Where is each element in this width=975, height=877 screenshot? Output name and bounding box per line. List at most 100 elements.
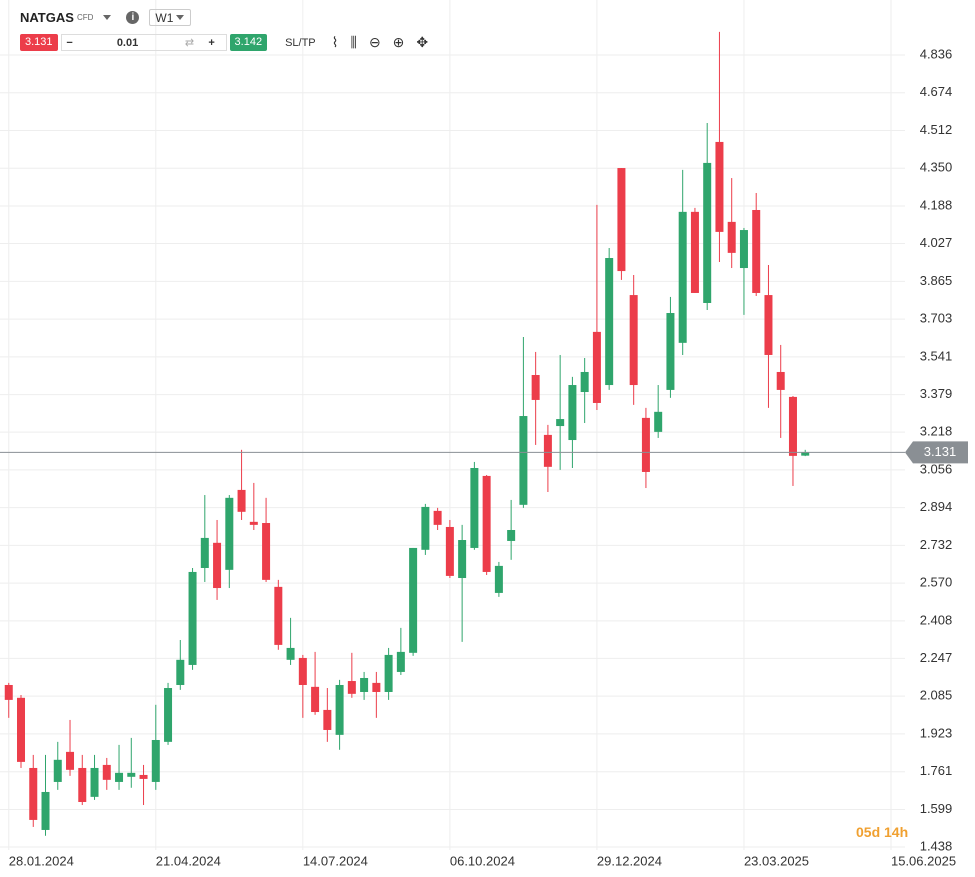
candle-icon[interactable]: ⫼ (350, 34, 357, 50)
y-tick-label: 2.732 (920, 537, 953, 552)
candle-body (188, 571, 197, 665)
candle-body (543, 434, 552, 467)
candle-body (641, 417, 650, 472)
candle-body (629, 295, 638, 386)
y-tick-label: 2.570 (920, 575, 953, 590)
candle-body (298, 657, 307, 685)
candle-body (605, 258, 614, 386)
candle-body (568, 385, 577, 441)
candle-body (127, 772, 136, 777)
y-tick-label: 2.894 (920, 499, 953, 514)
volume: 0.01 (116, 36, 139, 49)
candle-body (139, 774, 148, 779)
candle-body (90, 767, 99, 797)
candle-body (78, 767, 87, 802)
line-chart-icon[interactable]: ⌇ (331, 34, 339, 50)
candle-body (409, 547, 418, 653)
candle-body (801, 452, 810, 456)
candle-body (715, 141, 724, 232)
x-tick-label: 14.07.2024 (303, 853, 368, 868)
x-tick-label: 29.12.2024 (597, 853, 662, 868)
candle-body (249, 521, 258, 525)
timeframe-select[interactable]: W1 (149, 9, 192, 26)
y-tick-label: 2.408 (920, 612, 953, 627)
y-tick-label: 3.703 (920, 311, 953, 326)
candle-body (519, 416, 528, 505)
zoom-in-icon[interactable]: ⊕ (392, 34, 405, 50)
candle-body (580, 371, 589, 393)
candle-body (482, 475, 491, 572)
minus-button[interactable]: − (66, 36, 73, 49)
y-tick-label: 4.350 (920, 160, 953, 175)
candle-body (4, 684, 13, 700)
swap-icon[interactable]: ⇄ (184, 37, 195, 49)
candle-body (262, 523, 271, 580)
volume-input[interactable]: − 0.01 ⇄ + (60, 34, 227, 51)
y-tick-label: 3.218 (920, 424, 953, 439)
x-tick-label: 15.06.2025 (891, 853, 956, 868)
candle-body (592, 331, 601, 403)
symbol[interactable]: NATGAS (20, 10, 74, 25)
candle-body (372, 682, 381, 692)
candle-body (29, 767, 38, 820)
candle-body (66, 751, 75, 770)
instrument-type: CFD (76, 13, 94, 22)
timeframe: W1 (155, 10, 174, 25)
symbol-dropdown[interactable] (103, 15, 112, 20)
candle-body (556, 419, 565, 427)
buy-button[interactable]: 3.142 (229, 34, 268, 51)
candle-body (654, 411, 663, 432)
candle-body (213, 542, 222, 589)
timeframe-arrow (176, 15, 185, 20)
candle-body (311, 686, 320, 713)
zoom-out-icon[interactable]: ⊖ (368, 34, 381, 50)
candle-body (200, 537, 209, 568)
y-tick-label: 4.188 (920, 197, 953, 212)
move-icon[interactable]: ✥ (416, 34, 429, 50)
candle-body (286, 647, 295, 660)
candle-body (335, 684, 344, 735)
candle-body (102, 764, 111, 780)
candle-body (445, 526, 454, 576)
candle-body (396, 651, 405, 672)
plus-button[interactable]: + (208, 36, 215, 49)
y-tick-label: 2.085 (920, 688, 953, 703)
candle-body (115, 772, 124, 782)
x-tick-label: 21.04.2024 (156, 853, 221, 868)
y-tick-label: 1.923 (920, 725, 953, 740)
candle-body (764, 295, 773, 355)
y-tick-label: 4.674 (920, 84, 953, 99)
sl-tp-button[interactable]: SL/TP (285, 36, 316, 49)
last-price-label: 3.131 (924, 444, 957, 459)
candle-body (360, 677, 369, 692)
y-tick-label: 3.541 (920, 348, 953, 363)
candle-body (752, 209, 761, 293)
candle-body (17, 697, 26, 762)
sell-button[interactable]: 3.131 (20, 34, 58, 51)
y-tick-label: 2.247 (920, 650, 953, 665)
candle-body (531, 375, 540, 400)
candle-body (494, 565, 503, 593)
candle-body (237, 489, 246, 512)
candle-body (176, 659, 185, 685)
candle-body (617, 168, 626, 272)
x-tick-label: 06.10.2024 (450, 853, 515, 868)
x-tick-label: 23.03.2025 (744, 853, 809, 868)
candle-body (384, 654, 393, 692)
y-tick-label: 1.761 (920, 763, 953, 778)
y-tick-label: 3.865 (920, 273, 953, 288)
trade-bar: 3.131 − 0.01 ⇄ + 3.142 SL/TP ⌇ ⫼ ⊖ ⊕ ✥ (20, 34, 428, 51)
candle-body (225, 497, 234, 570)
info-icon[interactable]: i (126, 11, 140, 24)
candle-body (323, 709, 332, 730)
candle-body (421, 506, 430, 550)
bar-countdown: 05d 14h (856, 824, 909, 840)
x-tick-label: 28.01.2024 (9, 853, 74, 868)
candle-body (347, 681, 356, 694)
y-tick-label: 4.512 (920, 122, 953, 137)
candle-body (470, 468, 479, 548)
candle-body (53, 759, 62, 782)
candle-body (727, 221, 736, 253)
candle-body (703, 162, 712, 303)
